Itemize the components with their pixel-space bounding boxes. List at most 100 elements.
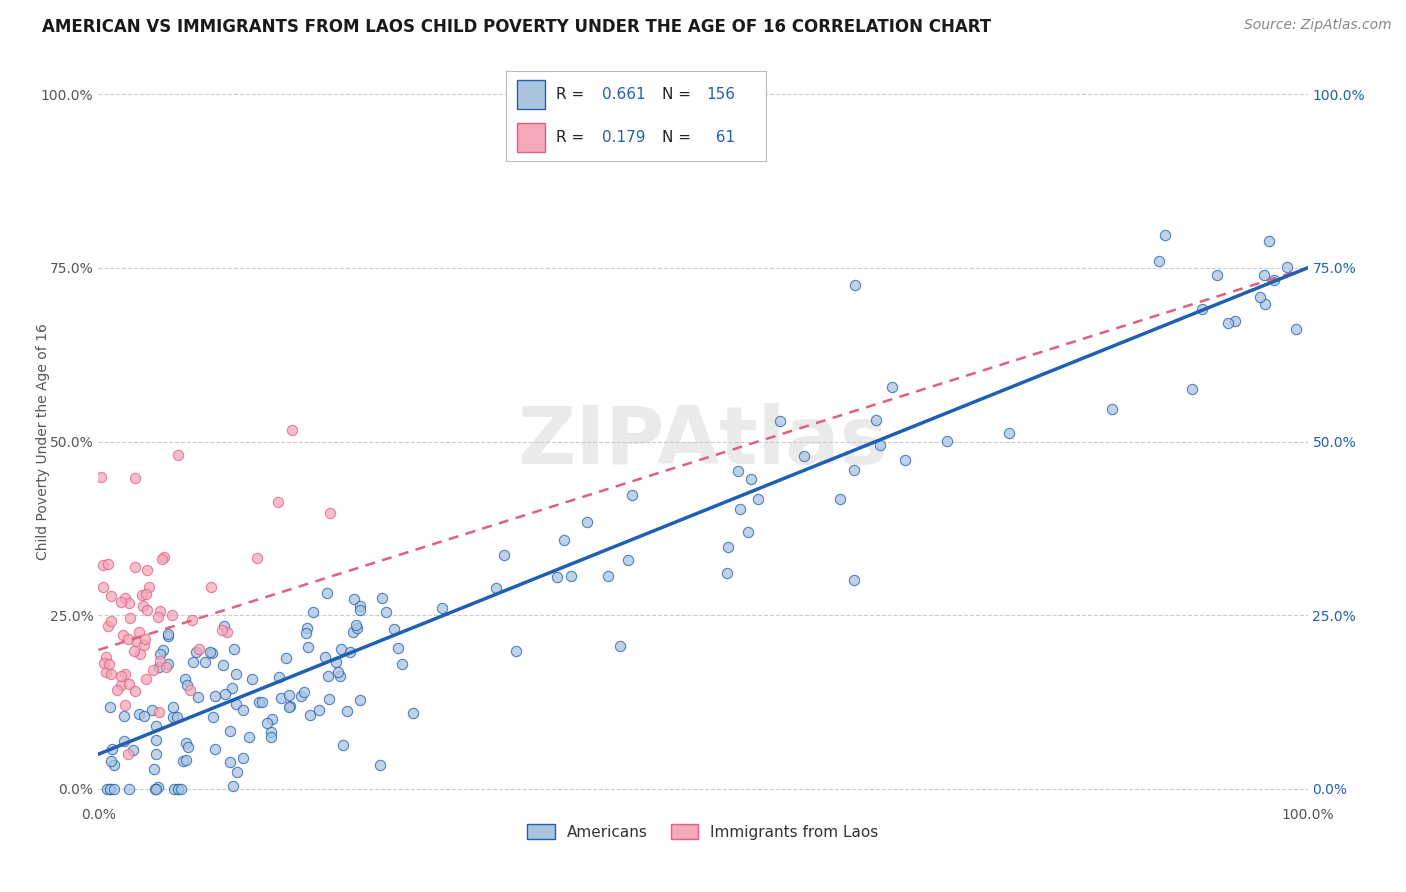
Point [160,608,183,623]
Point [176,753,198,767]
Point [349,692,371,706]
Point [316,586,339,600]
Point [188,641,211,656]
Point [170,781,193,796]
Point [98,781,121,796]
Point [342,625,364,640]
Point [122,743,145,757]
Point [430,601,453,615]
Point [1285,322,1308,336]
Point [769,414,792,428]
Point [96,558,118,572]
Point [166,449,188,463]
Point [166,710,188,724]
Point [114,667,136,681]
Text: N =: N = [662,130,692,145]
Text: ZIPAtlas: ZIPAtlas [517,402,889,481]
Y-axis label: Child Poverty Under the Age of 16: Child Poverty Under the Age of 16 [37,323,51,560]
Point [219,755,242,769]
Point [270,690,292,705]
Point [110,678,132,692]
Point [844,278,866,293]
Point [375,605,398,619]
Point [118,597,141,611]
Text: 61: 61 [706,130,735,145]
Point [1253,268,1275,282]
Point [134,632,156,646]
Point [828,491,851,506]
Point [149,604,172,618]
Point [343,591,366,606]
Point [174,672,197,686]
Point [256,716,278,731]
Point [267,495,290,509]
Point [128,706,150,721]
Point [382,622,405,636]
Point [1254,297,1277,311]
Point [110,594,132,608]
Point [221,779,243,793]
Point [138,580,160,594]
Point [387,640,409,655]
Point [124,560,146,574]
Point [1258,234,1281,248]
Point [267,670,290,684]
Point [112,733,135,747]
Point [339,645,361,659]
Point [484,581,506,595]
Point [204,741,226,756]
Point [278,688,301,702]
Point [187,690,209,705]
Point [936,434,959,449]
Point [157,657,180,671]
Point [727,464,749,478]
Point [330,642,353,657]
Point [146,610,169,624]
Point [215,624,238,639]
Point [308,703,330,717]
Point [560,568,582,582]
Point [136,602,159,616]
Point [260,712,283,726]
Point [349,603,371,617]
Point [329,668,352,682]
Point [842,463,865,477]
Point [176,678,198,692]
Point [596,568,619,582]
Text: 0.661: 0.661 [602,87,645,102]
Point [232,703,254,717]
Point [142,762,165,776]
Point [346,622,368,636]
Point [221,681,243,695]
Point [370,591,392,605]
Point [131,588,153,602]
Point [148,780,170,794]
Point [98,781,121,796]
Point [202,710,225,724]
Point [894,452,917,467]
Point [156,627,179,641]
Point [135,587,157,601]
Point [214,687,236,701]
Point [135,672,157,686]
Point [620,488,643,502]
Point [93,656,115,670]
Point [152,643,174,657]
Point [100,754,122,768]
Point [252,695,274,709]
Point [225,697,247,711]
Point [194,655,217,669]
Point [198,645,221,659]
Point [100,614,122,628]
Point [118,676,141,690]
Point [298,708,321,723]
Point [1206,268,1229,282]
Point [332,738,354,752]
Point [328,665,350,680]
Point [505,643,527,657]
Point [93,558,115,572]
Point [492,548,515,562]
Point [325,655,347,669]
Point [301,605,323,619]
Point [186,645,208,659]
